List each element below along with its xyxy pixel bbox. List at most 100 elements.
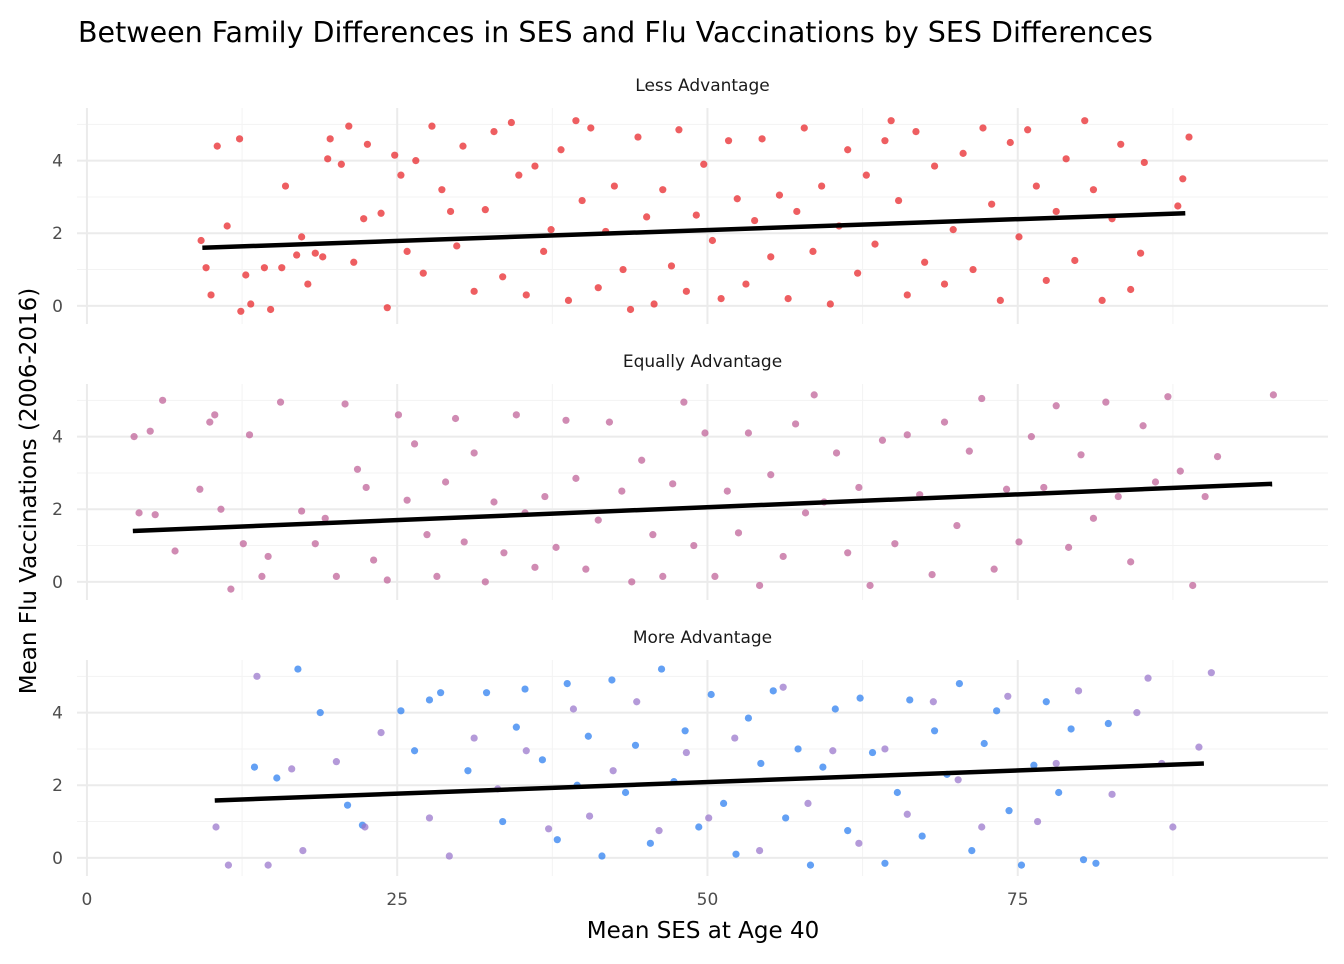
data-point [464,767,472,775]
data-point [657,665,666,673]
data-point [894,196,903,205]
data-point [370,556,378,564]
data-point [207,291,215,299]
data-point [569,705,578,713]
data-point [751,216,759,225]
data-point [500,549,508,557]
data-point [441,478,450,486]
data-point [223,222,231,230]
data-point [826,300,834,308]
data-point [1015,538,1023,546]
data-point [217,505,225,513]
data-point [719,799,728,807]
y-tick-label: 4 [52,704,63,724]
data-point [1015,233,1023,241]
data-point [1189,581,1197,590]
data-point [871,240,879,248]
data-point [397,171,405,179]
trend-line [214,761,1204,803]
y-tick-label: 2 [52,224,63,244]
data-point [912,127,920,136]
data-point [273,774,281,782]
data-point [343,801,352,809]
data-point [377,209,385,217]
data-point [682,748,690,757]
data-point [453,242,461,250]
data-point [1136,249,1145,257]
x-axis-label: Mean SES at Age 40 [587,918,820,944]
data-point [377,729,385,737]
data-point [1185,133,1193,141]
data-point [594,516,602,524]
data-point [281,182,290,190]
data-point [582,565,590,573]
data-point [197,236,205,245]
data-point [540,247,548,255]
data-point [626,305,635,314]
data-point [1164,393,1172,401]
data-point [744,429,753,437]
data-point [135,509,143,517]
data-point [979,124,987,132]
data-point [929,698,937,706]
data-point [903,291,911,299]
data-point [213,142,221,150]
data-point [1077,451,1085,459]
data-point [425,814,434,822]
data-point [324,155,332,163]
data-point [1017,861,1026,869]
data-point [775,191,784,199]
data-point [887,117,895,125]
data-point [649,531,657,539]
data-point [993,707,1001,715]
data-point [701,429,709,437]
data-point [1052,402,1060,410]
data-point [724,137,733,145]
data-point [930,162,939,170]
data-point [990,565,998,573]
data-point [1108,790,1116,798]
data-point [311,249,319,257]
y-tick-label: 0 [52,573,63,593]
data-point [1098,296,1106,305]
data-point [695,823,703,831]
data-point [793,207,801,216]
data-point [844,146,852,154]
data-point [499,273,507,281]
data-point [1079,856,1088,864]
data-point [1004,692,1012,700]
data-point [237,307,245,315]
data-point [470,287,478,295]
data-point [1089,186,1098,194]
data-point [397,707,405,715]
data-point [1140,158,1148,167]
data-point [819,763,827,771]
data-point [605,418,614,426]
data-point [383,576,391,584]
data-point [692,211,700,219]
chart-title: Between Family Differences in SES and Fl… [78,16,1153,49]
data-point [391,151,399,159]
data-point [742,280,750,288]
facet-panel: More Advantage 0 2 4 [52,628,1328,876]
data-point [609,767,617,775]
data-point [445,852,453,860]
data-point [667,262,676,270]
data-point [470,449,478,457]
data-point [1269,391,1277,399]
facet-panel: Equally Advantage 0 2 4 [52,352,1328,600]
data-point [959,149,967,157]
data-point [1040,483,1048,492]
data-point [490,127,498,136]
data-point [1151,478,1160,486]
data-point [829,747,837,755]
data-point [1102,398,1110,406]
data-point [394,411,403,419]
data-point [862,171,870,179]
data-point [955,679,964,688]
data-point [855,839,863,847]
data-point [1024,126,1032,134]
data-point [996,296,1004,305]
data-point [881,137,889,145]
data-point [650,300,658,308]
